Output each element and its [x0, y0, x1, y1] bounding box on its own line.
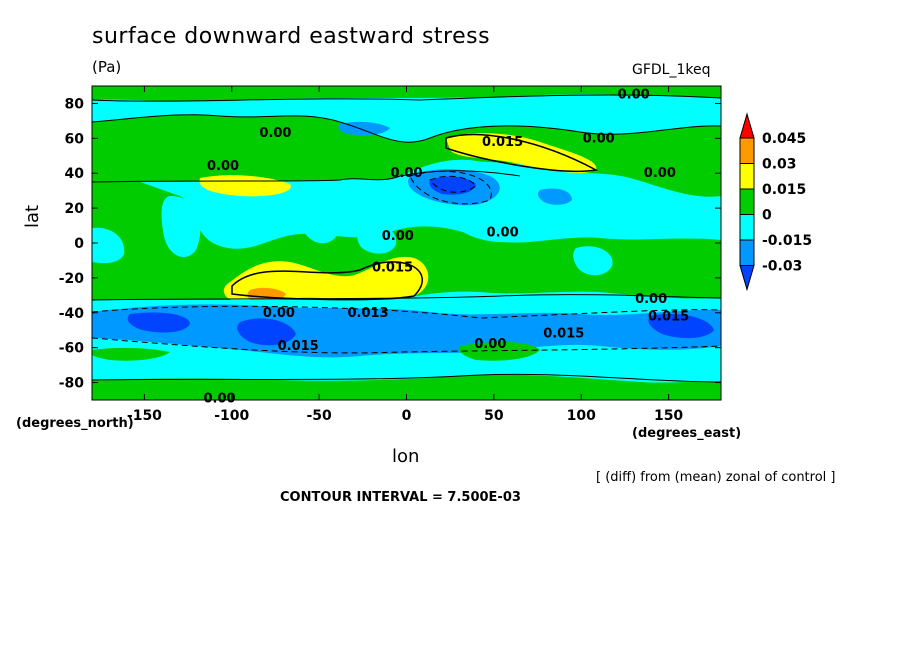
colorbar-segment — [739, 214, 755, 241]
y-tick-label: 60 — [65, 131, 85, 147]
contour-label: 0.015 — [543, 327, 584, 342]
contour-interval: CONTOUR INTERVAL = 7.500E-03 — [280, 490, 521, 505]
contour-labels: 0.00 0.00 0.015 0.00 0.00 0.00 0.00 0.00 0.00 0.0… — [204, 88, 690, 407]
x-axis-label: lon — [392, 446, 420, 467]
y-tick-label: -60 — [59, 341, 85, 357]
contour-label: 0.00 — [382, 229, 414, 244]
field-fill — [92, 86, 721, 400]
chart-units: (Pa) — [92, 58, 122, 76]
contour-label: 0.013 — [347, 306, 388, 321]
contour-label: 0.00 — [263, 306, 295, 321]
contour-label: 0.00 — [259, 126, 291, 141]
contour-label: 0.00 — [204, 391, 236, 406]
contour-label: 0.00 — [207, 159, 239, 174]
y-tick-label: 40 — [65, 166, 85, 182]
contour-label: 0.015 — [482, 135, 523, 150]
y-tick-label: 0 — [74, 236, 84, 252]
model-label: GFDL_1keq — [632, 62, 711, 78]
colorbar-segment — [739, 239, 755, 266]
y-tick-label: 80 — [65, 96, 85, 112]
colorbar-label: 0.03 — [762, 157, 797, 173]
x-tick-label: 100 — [567, 408, 596, 424]
contour-label: 0.00 — [583, 131, 615, 146]
x-tick-label: -50 — [306, 408, 332, 424]
y-tick-label: 20 — [65, 201, 85, 217]
difference-note: [ (diff) from (mean) zonal of control ] — [596, 470, 836, 485]
colorbar-label: -0.03 — [762, 259, 802, 275]
contour-label: 0.00 — [618, 88, 650, 103]
contour-label: 0.015 — [648, 309, 689, 324]
colorbar-segment — [739, 163, 755, 190]
colorbar-label: 0 — [762, 208, 772, 224]
contour-label: 0.00 — [474, 337, 506, 352]
contour-label: 0.00 — [487, 226, 519, 241]
y-axis-units: (degrees_north) — [16, 416, 134, 431]
colorbar-segment — [739, 137, 755, 164]
y-tick-label: -20 — [59, 271, 85, 287]
y-tick-label: -80 — [59, 376, 85, 392]
colorbar-label: 0.015 — [762, 182, 806, 198]
y-tick-label: -40 — [59, 306, 85, 322]
x-tick-label: -150 — [127, 408, 162, 424]
colorbar-segment — [739, 112, 755, 139]
x-axis-units: (degrees_east) — [632, 426, 742, 441]
x-tick-label: 50 — [484, 408, 504, 424]
colorbar-label: -0.015 — [762, 233, 812, 249]
contour-lines — [92, 94, 721, 383]
colorbar-label: 0.045 — [762, 131, 806, 147]
contour-label: 0.015 — [372, 260, 413, 275]
contour-label: 0.00 — [644, 166, 676, 181]
colorbar: 0.045 0.03 0.015 0 -0.015 -0.03 — [739, 112, 812, 292]
chart-title: surface downward eastward stress — [92, 24, 491, 49]
x-tick-label: 0 — [402, 408, 412, 424]
x-tick-label: -100 — [214, 408, 249, 424]
x-tick-label: 150 — [654, 408, 683, 424]
contour-label: 0.00 — [390, 166, 422, 181]
y-axis: 80 60 40 20 0 -20 -40 -60 -80 — [59, 96, 721, 392]
contour-label: 0.015 — [278, 339, 319, 354]
colorbar-segment — [739, 188, 755, 215]
contour-label: 0.00 — [635, 292, 667, 307]
x-axis: -150 -100 -50 0 50 100 150 — [127, 86, 683, 424]
colorbar-segment — [739, 265, 755, 292]
